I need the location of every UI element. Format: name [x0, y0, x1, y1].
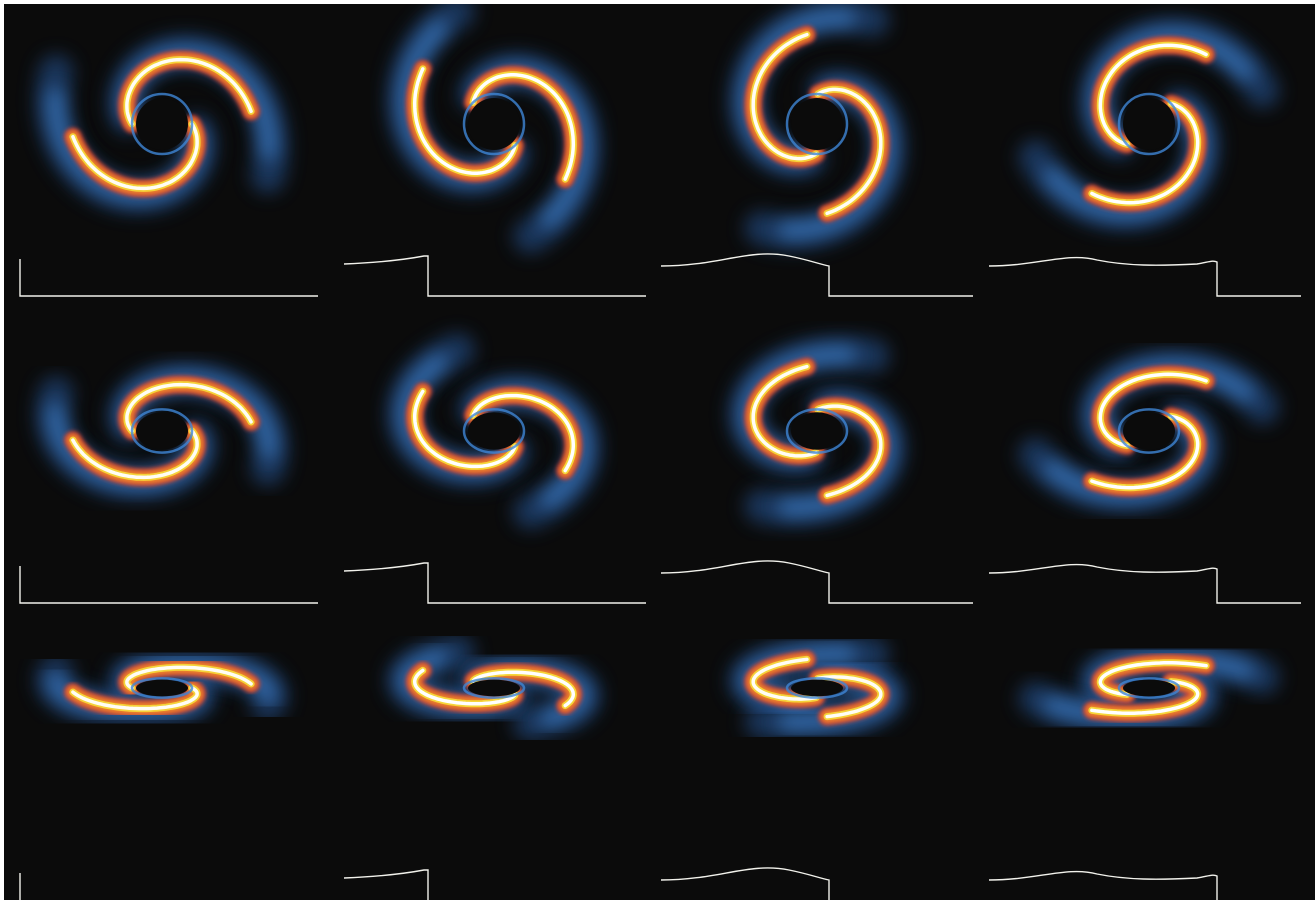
panel-r0-c1	[332, 4, 660, 303]
panel-r2-c2	[659, 618, 987, 900]
white-arm	[1089, 101, 1199, 205]
white-arm	[751, 657, 818, 701]
profile-trace	[343, 562, 646, 604]
white-arm	[412, 668, 517, 706]
profile-trace	[19, 566, 318, 604]
spiral-disk	[35, 34, 289, 214]
panel-r2-c1	[332, 618, 660, 900]
disk-image	[343, 4, 646, 297]
white-arm	[71, 122, 199, 191]
white-arm	[816, 87, 883, 216]
spiral-disk	[728, 335, 906, 527]
inner-ring	[130, 677, 194, 699]
white-arm	[751, 32, 818, 161]
panel-r1-c1	[332, 311, 660, 610]
profile-trace	[343, 869, 429, 900]
panel-r1-c3	[987, 311, 1315, 610]
profile-trace	[988, 870, 1218, 900]
white-arm	[1089, 679, 1199, 715]
white-arm	[71, 429, 199, 480]
profile-trace	[343, 255, 646, 297]
disk-image	[988, 17, 1301, 297]
inner-hole	[467, 98, 520, 150]
inner-ring	[462, 408, 525, 454]
profile-trace	[988, 256, 1301, 297]
inner-hole	[467, 679, 520, 697]
white-arm	[125, 382, 253, 433]
white-arm	[470, 73, 575, 181]
inner-hole	[136, 412, 188, 450]
spiral-disk	[385, 333, 602, 529]
white-arm	[412, 389, 517, 469]
panel-r0-c2	[659, 4, 987, 303]
white-arm	[1098, 661, 1208, 697]
inner-hole	[791, 679, 843, 697]
disk-image	[660, 636, 906, 900]
simulation-panel-grid	[4, 4, 1315, 900]
disk-image	[343, 635, 602, 900]
inner-ring	[130, 408, 194, 454]
white-arm	[470, 670, 575, 708]
disk-image	[988, 642, 1279, 900]
disk-image	[19, 361, 318, 604]
inner-hole	[791, 98, 843, 150]
spiral-disk	[1018, 642, 1279, 734]
disk-image	[19, 647, 289, 900]
inner-hole	[1122, 98, 1175, 150]
disk-image	[660, 335, 973, 604]
disk-image	[343, 333, 646, 604]
disk-image	[19, 34, 318, 297]
spiral-disk	[1018, 17, 1279, 231]
white-arm	[1098, 43, 1208, 147]
profile-trace	[19, 259, 318, 297]
inner-hole	[1122, 412, 1175, 450]
spiral-disk	[1018, 349, 1279, 513]
white-arm	[1098, 372, 1208, 448]
white-arm	[816, 404, 883, 498]
inner-ring	[1117, 677, 1180, 699]
spiral-disk	[385, 635, 602, 741]
panel-r2-c3	[987, 618, 1315, 900]
panel-r2-c0	[4, 618, 332, 900]
spiral-disk	[728, 4, 906, 250]
panel-r0-c0	[4, 4, 332, 303]
white-arm	[412, 67, 517, 175]
profile-trace	[988, 563, 1301, 604]
spiral-disk	[35, 647, 289, 729]
inner-ring	[785, 408, 849, 454]
inner-ring	[1117, 408, 1180, 454]
disk-image	[660, 4, 973, 297]
white-arm	[816, 675, 883, 719]
inner-ring	[462, 677, 525, 699]
inner-hole	[791, 412, 843, 450]
panel-r0-c3	[987, 4, 1315, 303]
inner-hole	[136, 98, 188, 150]
inner-hole	[467, 412, 520, 450]
white-arm	[125, 57, 253, 126]
white-arm	[125, 665, 253, 690]
inner-ring	[130, 92, 194, 156]
profile-trace	[19, 873, 21, 900]
spiral-disk	[35, 361, 289, 501]
disk-image	[988, 349, 1301, 604]
panel-r1-c2	[659, 311, 987, 610]
white-arm	[470, 393, 575, 473]
white-arm	[751, 364, 818, 458]
inner-ring	[785, 677, 849, 699]
inner-ring	[462, 92, 525, 156]
white-arm	[71, 686, 199, 711]
inner-ring	[785, 92, 849, 156]
spiral-disk	[385, 4, 602, 254]
inner-hole	[1122, 679, 1175, 697]
panel-r1-c0	[4, 311, 332, 610]
profile-trace	[660, 867, 830, 900]
spiral-disk	[728, 636, 906, 740]
profile-trace	[660, 253, 973, 297]
white-arm	[1089, 414, 1199, 490]
inner-ring	[1117, 92, 1180, 156]
profile-trace	[660, 560, 973, 604]
inner-hole	[136, 679, 188, 697]
